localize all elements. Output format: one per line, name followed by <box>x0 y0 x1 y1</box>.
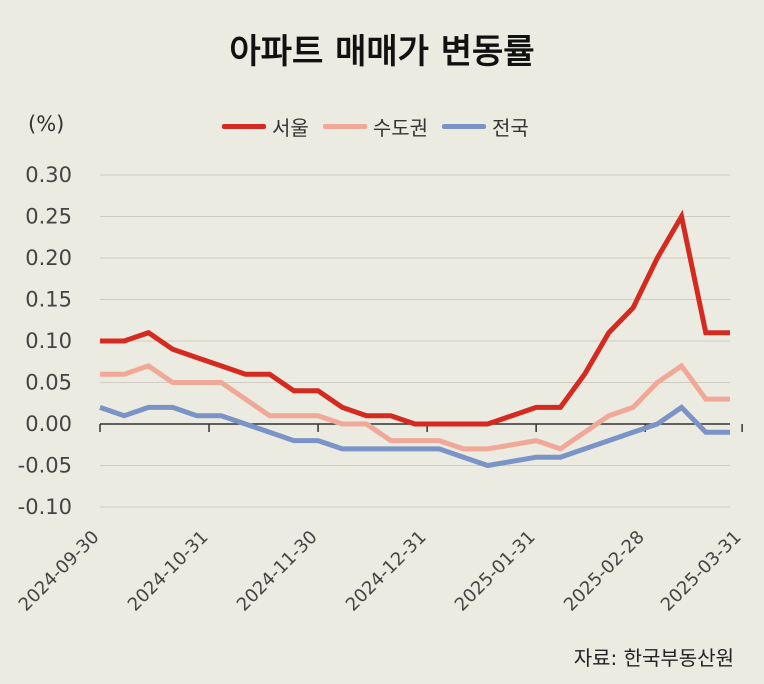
x-tick-label: 2024-11-30 <box>233 527 322 616</box>
y-tick-label: -0.10 <box>18 495 72 519</box>
x-tick-label: 2024-10-31 <box>124 527 213 616</box>
legend-label-seoul: 서울 <box>272 115 309 140</box>
legend-swatch-seoul <box>222 123 266 129</box>
series-line-national <box>99 404 730 469</box>
legend-item-seoul: 서울 <box>222 112 309 141</box>
source-note: 자료: 한국부동산원 <box>573 646 734 670</box>
x-tick-label: 2025-01-31 <box>451 527 540 616</box>
series-line-capital-area <box>100 362 730 452</box>
y-tick-label: 0.25 <box>25 205 72 229</box>
x-tick-label: 2025-02-28 <box>560 527 649 616</box>
y-tick-label: 0.30 <box>25 163 72 187</box>
x-tick-label: 2025-03-31 <box>657 527 746 616</box>
legend-item-national: 전국 <box>442 112 529 141</box>
unit-label: (%) <box>28 112 65 136</box>
y-tick-label: 0.20 <box>25 246 72 270</box>
legend-label-capital-area: 수도권 <box>372 115 429 140</box>
y-tick-label: 0.00 <box>25 412 72 436</box>
legend-label-national: 전국 <box>492 115 529 140</box>
x-tick-label: 2024-12-31 <box>342 527 431 616</box>
y-tick-label: 0.10 <box>25 329 72 353</box>
legend-swatch-capital-area <box>322 123 367 129</box>
series-line-seoul <box>100 209 730 427</box>
x-tick-label: 2024-09-30 <box>15 527 104 616</box>
legend: 서울 수도권 전국 <box>222 112 529 140</box>
y-tick-label: 0.05 <box>25 371 72 395</box>
chart-title: 아파트 매매가 변동률 <box>229 32 535 72</box>
y-tick-label: 0.15 <box>25 288 72 312</box>
y-tick-label: -0.05 <box>18 454 72 478</box>
legend-item-capital-area: 수도권 <box>322 112 429 141</box>
legend-swatch-national <box>442 123 487 129</box>
